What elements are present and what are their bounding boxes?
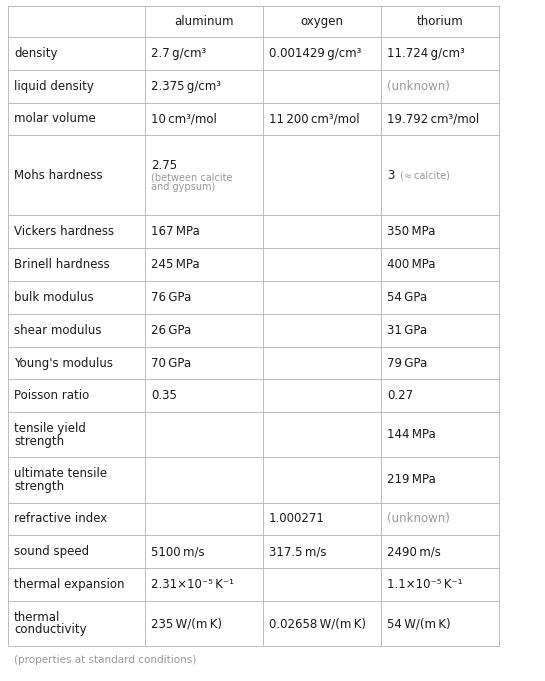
Text: 2490 m/s: 2490 m/s: [387, 545, 441, 558]
Text: 11 200 cm³/mol: 11 200 cm³/mol: [269, 112, 360, 125]
Text: (unknown): (unknown): [387, 513, 450, 526]
Text: tensile yield: tensile yield: [14, 422, 86, 435]
Text: aluminum: aluminum: [174, 15, 234, 28]
Text: molar volume: molar volume: [14, 112, 96, 125]
Text: 54 GPa: 54 GPa: [387, 291, 427, 304]
Text: 245 MPa: 245 MPa: [151, 258, 199, 271]
Text: 2.375 g/cm³: 2.375 g/cm³: [151, 80, 221, 93]
Text: (properties at standard conditions): (properties at standard conditions): [14, 656, 196, 665]
Text: strength: strength: [14, 479, 64, 492]
Text: 2.7 g/cm³: 2.7 g/cm³: [151, 47, 206, 60]
Text: 10 cm³/mol: 10 cm³/mol: [151, 112, 217, 125]
Text: 76 GPa: 76 GPa: [151, 291, 191, 304]
Text: 317.5 m/s: 317.5 m/s: [269, 545, 326, 558]
Text: 0.02658 W/(m K): 0.02658 W/(m K): [269, 617, 366, 630]
Text: conductivity: conductivity: [14, 623, 87, 636]
Text: Young's modulus: Young's modulus: [14, 357, 113, 370]
Text: (unknown): (unknown): [387, 80, 450, 93]
Text: 54 W/(m K): 54 W/(m K): [387, 617, 451, 630]
Text: 167 MPa: 167 MPa: [151, 225, 200, 238]
Text: shear modulus: shear modulus: [14, 323, 101, 336]
Text: thermal: thermal: [14, 611, 60, 624]
Text: Mohs hardness: Mohs hardness: [14, 169, 102, 182]
Text: Poisson ratio: Poisson ratio: [14, 390, 89, 402]
Text: 0.001429 g/cm³: 0.001429 g/cm³: [269, 47, 361, 60]
Text: 1.1×10⁻⁵ K⁻¹: 1.1×10⁻⁵ K⁻¹: [387, 578, 463, 591]
Text: strength: strength: [14, 434, 64, 447]
Text: refractive index: refractive index: [14, 513, 107, 526]
Text: 144 MPa: 144 MPa: [387, 428, 436, 441]
Text: (between calcite: (between calcite: [151, 172, 233, 183]
Text: 3: 3: [387, 169, 395, 182]
Text: oxygen: oxygen: [300, 15, 343, 28]
Text: 400 MPa: 400 MPa: [387, 258, 435, 271]
Text: Brinell hardness: Brinell hardness: [14, 258, 110, 271]
Text: 0.27: 0.27: [387, 390, 413, 402]
Text: thorium: thorium: [416, 15, 463, 28]
Text: ultimate tensile: ultimate tensile: [14, 467, 107, 480]
Text: bulk modulus: bulk modulus: [14, 291, 94, 304]
Text: Vickers hardness: Vickers hardness: [14, 225, 114, 238]
Text: 235 W/(m K): 235 W/(m K): [151, 617, 222, 630]
Text: sound speed: sound speed: [14, 545, 89, 558]
Text: 0.35: 0.35: [151, 390, 177, 402]
Text: 1.000271: 1.000271: [269, 513, 325, 526]
Text: 11.724 g/cm³: 11.724 g/cm³: [387, 47, 465, 60]
Text: 219 MPa: 219 MPa: [387, 473, 436, 486]
Text: 70 GPa: 70 GPa: [151, 357, 191, 370]
Text: 5100 m/s: 5100 m/s: [151, 545, 204, 558]
Text: 2.75: 2.75: [151, 159, 177, 172]
Text: 350 MPa: 350 MPa: [387, 225, 435, 238]
Text: density: density: [14, 47, 58, 60]
Text: 31 GPa: 31 GPa: [387, 323, 427, 336]
Text: thermal expansion: thermal expansion: [14, 578, 124, 591]
Text: liquid density: liquid density: [14, 80, 94, 93]
Text: 19.792 cm³/mol: 19.792 cm³/mol: [387, 112, 479, 125]
Text: 2.31×10⁻⁵ K⁻¹: 2.31×10⁻⁵ K⁻¹: [151, 578, 234, 591]
Text: (≈ calcite): (≈ calcite): [400, 170, 450, 180]
Text: 79 GPa: 79 GPa: [387, 357, 427, 370]
Text: and gypsum): and gypsum): [151, 183, 215, 192]
Text: 26 GPa: 26 GPa: [151, 323, 191, 336]
